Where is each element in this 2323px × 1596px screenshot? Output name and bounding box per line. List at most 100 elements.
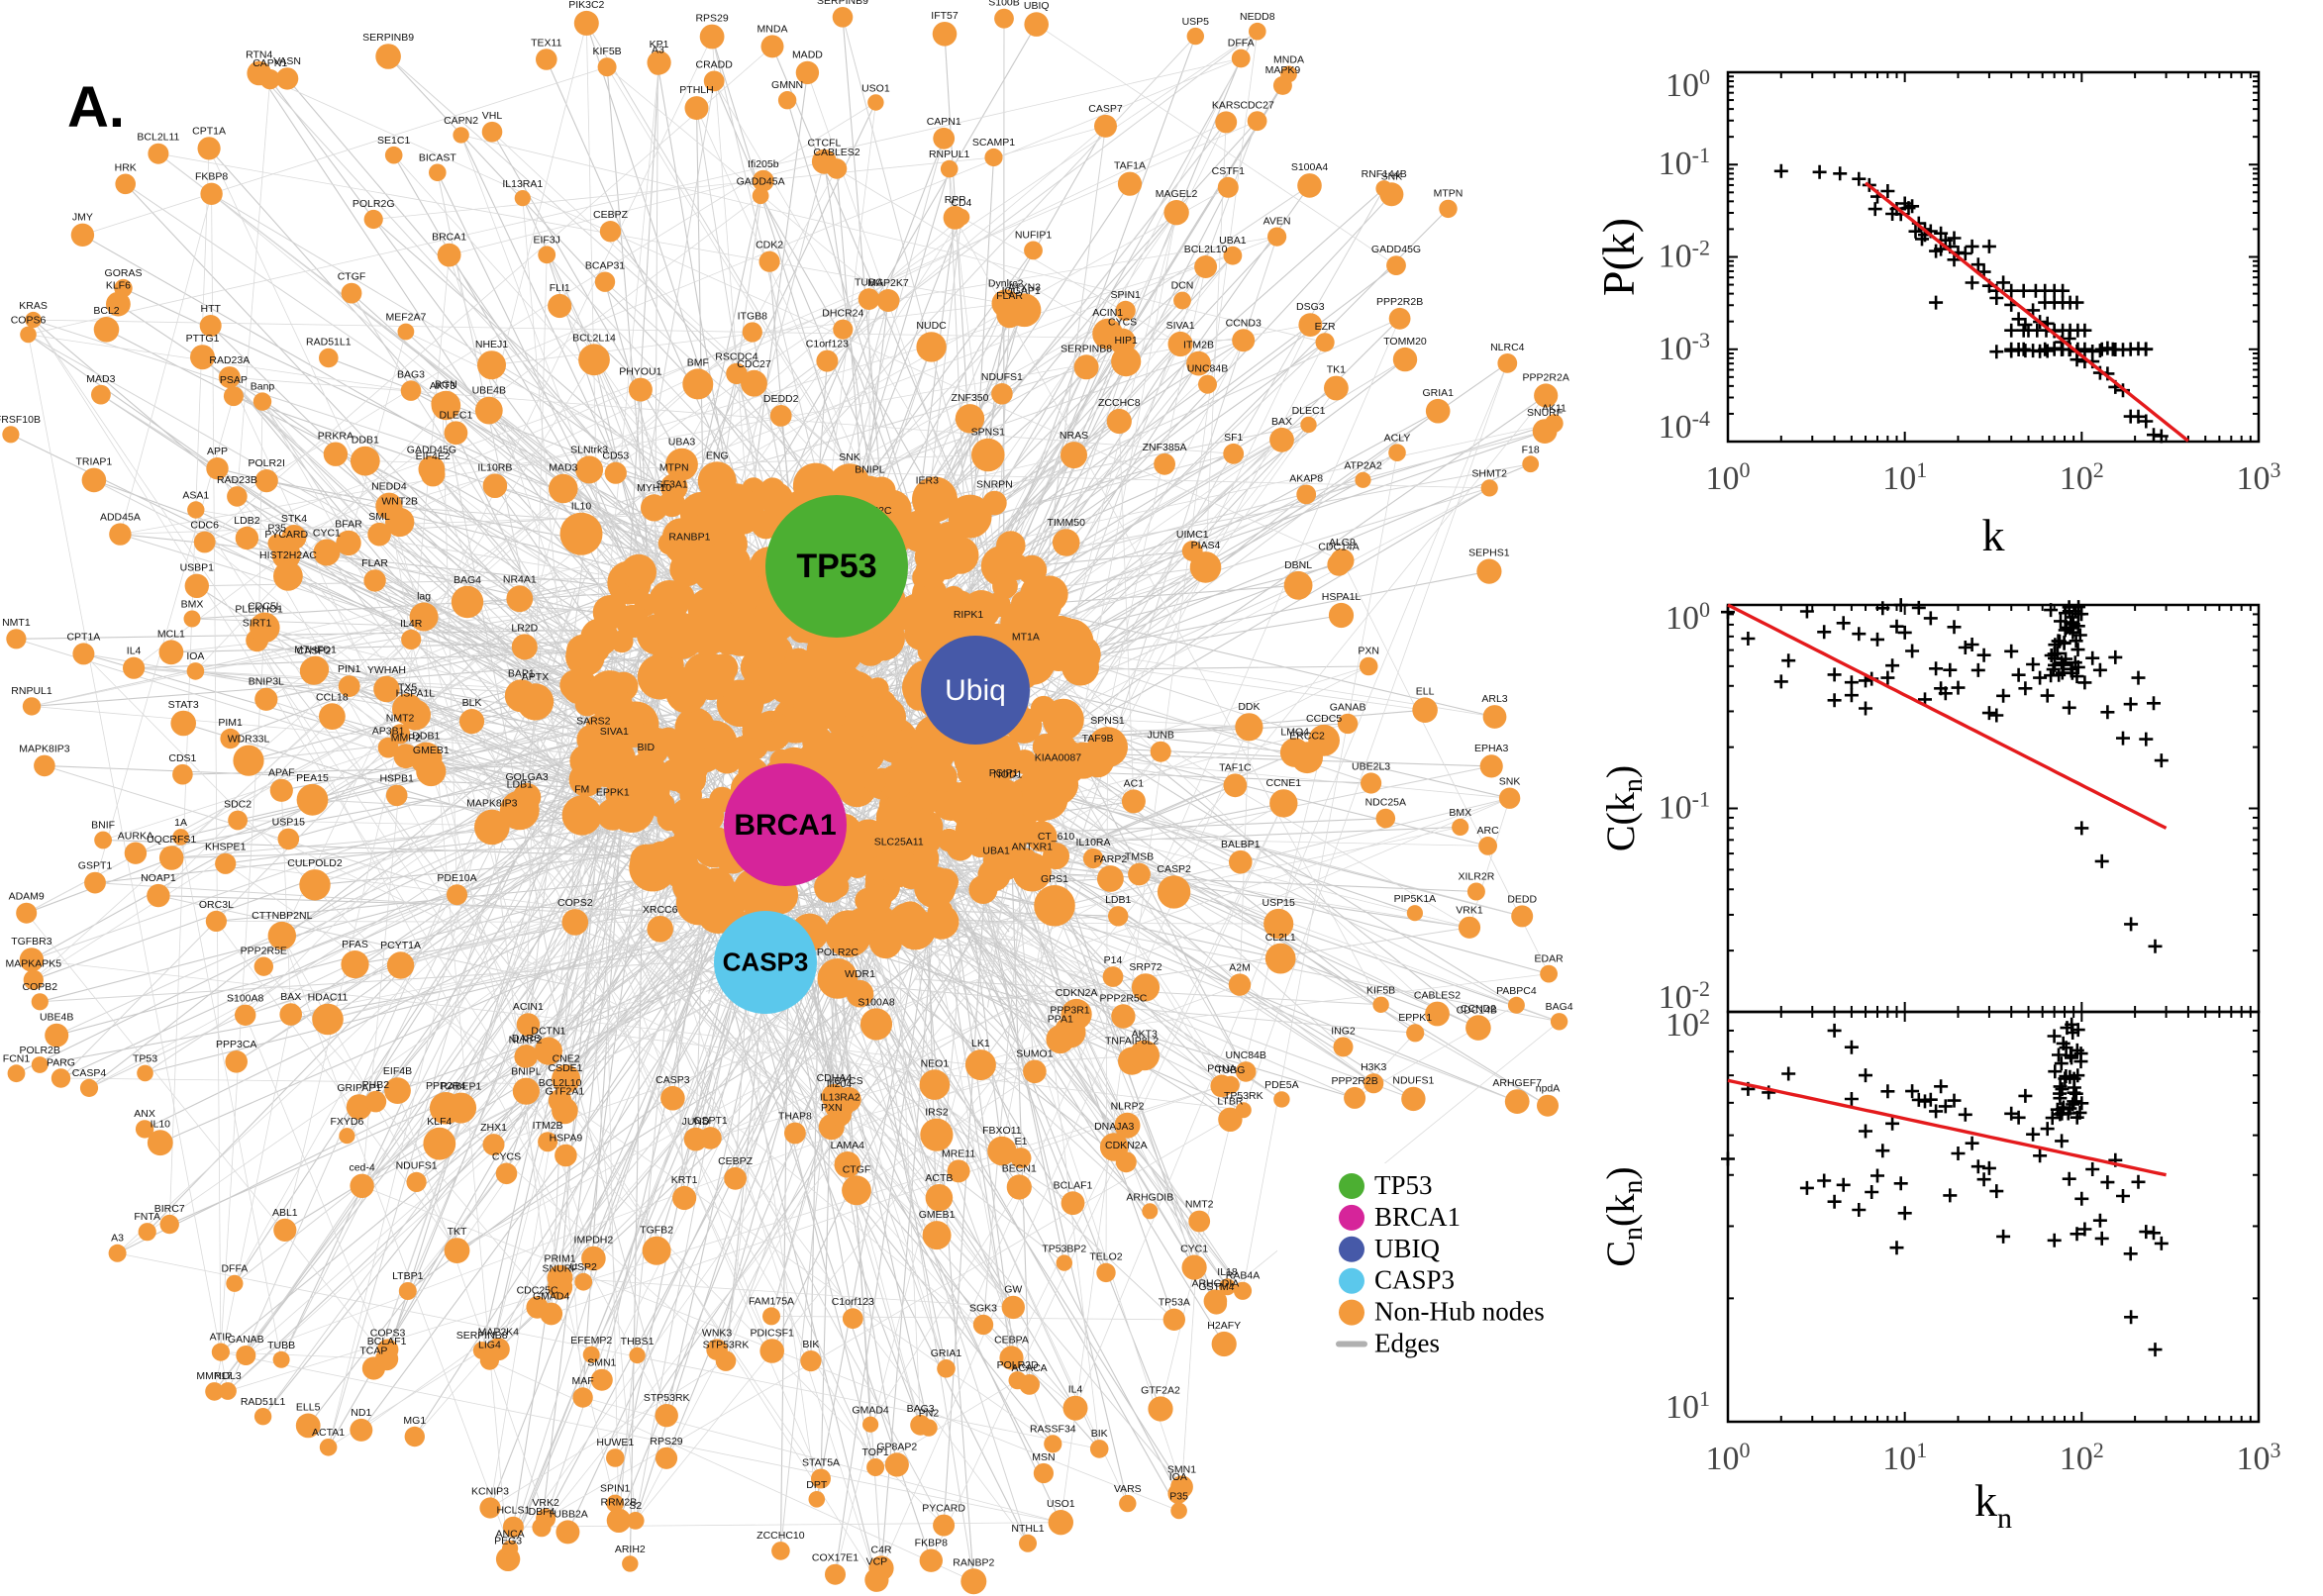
svg-text:BCL2L11: BCL2L11 xyxy=(137,132,179,144)
svg-text:CDC14A: CDC14A xyxy=(1318,542,1359,553)
svg-text:RANBP1: RANBP1 xyxy=(668,532,710,544)
svg-text:EIF4B: EIF4B xyxy=(383,1065,412,1077)
svg-text:SE1C1: SE1C1 xyxy=(377,135,410,147)
svg-text:CDS1: CDS1 xyxy=(168,752,196,764)
svg-text:DLEC1: DLEC1 xyxy=(1292,405,1326,417)
svg-text:TAF1A: TAF1A xyxy=(1114,160,1146,172)
svg-text:EFEMP2: EFEMP2 xyxy=(570,1335,612,1347)
svg-text:ANCA: ANCA xyxy=(496,1529,525,1541)
svg-text:NLRP2: NLRP2 xyxy=(1111,1101,1145,1113)
svg-text:FKBP8: FKBP8 xyxy=(195,171,228,183)
svg-text:BFAR: BFAR xyxy=(335,519,362,531)
svg-text:DNAJA3: DNAJA3 xyxy=(1094,1121,1134,1133)
svg-text:PEA15: PEA15 xyxy=(296,772,329,784)
svg-text:NDUFS1: NDUFS1 xyxy=(981,371,1023,383)
svg-text:SF1: SF1 xyxy=(1224,432,1243,444)
svg-text:MAD3: MAD3 xyxy=(549,462,577,474)
svg-text:NDUFS1: NDUFS1 xyxy=(396,1160,438,1172)
svg-text:IL10RA: IL10RA xyxy=(1075,837,1110,848)
svg-text:MAP2K7: MAP2K7 xyxy=(867,277,909,289)
svg-text:APAF: APAF xyxy=(268,767,295,779)
svg-text:HDAC11: HDAC11 xyxy=(308,992,349,1004)
svg-text:POLR2G: POLR2G xyxy=(353,198,395,210)
svg-text:BNIP3L: BNIP3L xyxy=(249,676,284,688)
svg-text:SMN1: SMN1 xyxy=(587,1357,616,1369)
svg-text:BNIF: BNIF xyxy=(91,820,115,832)
svg-text:ACTB: ACTB xyxy=(925,1172,953,1184)
svg-text:CASP4: CASP4 xyxy=(72,1067,107,1079)
svg-text:USP5: USP5 xyxy=(1182,16,1210,28)
svg-text:CTTNBP2NL: CTTNBP2NL xyxy=(252,910,312,922)
svg-text:BRCA1: BRCA1 xyxy=(734,809,836,842)
svg-text:CDC5L: CDC5L xyxy=(248,601,282,613)
svg-text:FKBP8: FKBP8 xyxy=(915,1537,948,1548)
svg-text:CEBPZ: CEBPZ xyxy=(718,1155,754,1167)
svg-text:SERPINB9: SERPINB9 xyxy=(817,0,868,7)
svg-text:ANTXR1: ANTXR1 xyxy=(1012,841,1054,852)
svg-text:GRIA1: GRIA1 xyxy=(931,1347,962,1359)
svg-text:ATP2A2: ATP2A2 xyxy=(1344,460,1381,472)
svg-text:MADD: MADD xyxy=(792,50,823,61)
svg-text:A2M: A2M xyxy=(1229,961,1251,973)
svg-text:PDE10A: PDE10A xyxy=(437,872,476,884)
svg-text:P14: P14 xyxy=(1104,954,1123,966)
svg-text:EPPK1: EPPK1 xyxy=(596,787,630,799)
svg-text:S100B: S100B xyxy=(988,0,1020,9)
svg-text:PIP5K1A: PIP5K1A xyxy=(1394,893,1437,905)
svg-text:ADAM9: ADAM9 xyxy=(9,891,45,903)
svg-text:NDC25A: NDC25A xyxy=(1365,797,1406,809)
svg-text:FXYD6: FXYD6 xyxy=(330,1116,363,1128)
svg-text:H3K3: H3K3 xyxy=(1361,1061,1386,1073)
svg-text:DCN: DCN xyxy=(1171,280,1194,292)
svg-text:NMT2: NMT2 xyxy=(1185,1199,1214,1211)
svg-text:ITM2B: ITM2B xyxy=(1183,340,1214,351)
svg-text:MAPKAPK5: MAPKAPK5 xyxy=(5,958,61,970)
svg-text:TAF9B: TAF9B xyxy=(1082,733,1114,745)
svg-text:ARHGEF7: ARHGEF7 xyxy=(1492,1077,1542,1089)
svg-text:CNE2: CNE2 xyxy=(553,1052,580,1064)
svg-text:SIVA1: SIVA1 xyxy=(600,726,629,738)
svg-text:TUBG: TUBG xyxy=(1216,1064,1245,1076)
svg-text:FNTA: FNTA xyxy=(134,1211,160,1223)
svg-text:BCL2: BCL2 xyxy=(93,305,119,317)
svg-text:BAX: BAX xyxy=(1271,416,1292,428)
svg-text:RNF144B: RNF144B xyxy=(1362,168,1407,180)
svg-text:XRCC6: XRCC6 xyxy=(643,904,678,916)
svg-text:CYC1: CYC1 xyxy=(1180,1244,1208,1255)
svg-text:KHSPE1: KHSPE1 xyxy=(205,842,247,853)
svg-text:BCAP31: BCAP31 xyxy=(585,260,625,272)
svg-text:CASP3: CASP3 xyxy=(1374,1265,1455,1295)
svg-text:101: 101 xyxy=(1666,1386,1710,1426)
svg-text:F18: F18 xyxy=(1522,444,1540,455)
svg-text:PSIP1: PSIP1 xyxy=(989,767,1019,779)
svg-text:AP3B1: AP3B1 xyxy=(372,726,405,738)
svg-text:BNIPL: BNIPL xyxy=(511,1066,542,1078)
svg-text:TELO2: TELO2 xyxy=(1089,1251,1122,1263)
svg-text:PSAP: PSAP xyxy=(220,374,248,386)
svg-text:TAF1C: TAF1C xyxy=(1219,761,1252,773)
svg-text:COPS6: COPS6 xyxy=(11,315,47,327)
svg-text:ERCC2: ERCC2 xyxy=(1289,730,1325,742)
svg-text:ABL1: ABL1 xyxy=(272,1207,298,1219)
svg-text:UQCRFS1: UQCRFS1 xyxy=(147,834,196,846)
svg-text:ZNF385A: ZNF385A xyxy=(1143,442,1187,453)
svg-text:PPP3CA: PPP3CA xyxy=(216,1039,256,1050)
svg-text:TP53: TP53 xyxy=(133,1053,157,1065)
svg-text:RPS29: RPS29 xyxy=(695,13,728,25)
svg-text:HUWE1: HUWE1 xyxy=(596,1437,634,1448)
svg-text:IMPDH2: IMPDH2 xyxy=(574,1235,614,1247)
svg-text:ITM2B: ITM2B xyxy=(533,1120,563,1132)
svg-text:IRS2: IRS2 xyxy=(925,1107,949,1119)
svg-text:PPP2R2B: PPP2R2B xyxy=(1331,1075,1377,1087)
svg-text:CDKN2A: CDKN2A xyxy=(1056,987,1098,999)
svg-text:MT1A: MT1A xyxy=(1012,632,1040,644)
svg-text:VARS: VARS xyxy=(1114,1483,1142,1495)
svg-text:RNPUL1: RNPUL1 xyxy=(929,149,970,160)
svg-text:MNDA: MNDA xyxy=(758,23,788,35)
svg-text:101: 101 xyxy=(1882,457,1927,497)
svg-text:BCLAF1: BCLAF1 xyxy=(1054,1179,1093,1191)
svg-text:SMN1: SMN1 xyxy=(1167,1463,1196,1475)
svg-text:lfi204: lfi204 xyxy=(827,1078,852,1090)
svg-text:CDC27: CDC27 xyxy=(1240,99,1274,111)
svg-text:VHL: VHL xyxy=(482,110,503,122)
